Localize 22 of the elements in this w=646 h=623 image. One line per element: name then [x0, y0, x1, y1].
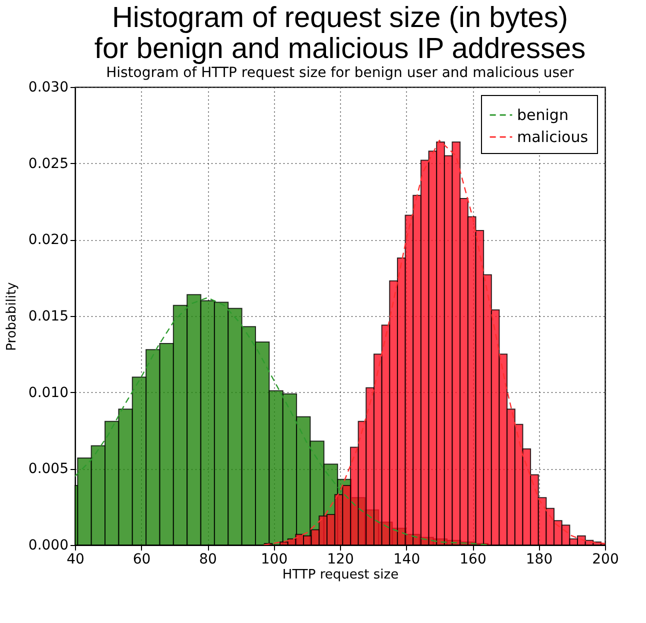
y-tick-label: 0.025 [28, 156, 68, 172]
chart-title: Histogram of request size (in bytes) for benign and malicious IP addresses [94, 2, 586, 65]
x-tick-label: 140 [393, 552, 420, 568]
chart-subtitle: Histogram of HTTP request size for benign user and malicious user [106, 65, 574, 81]
y-tick-label: 0.030 [28, 80, 68, 96]
y-tick-label: 0.020 [28, 232, 68, 248]
x-tick-label: 200 [592, 552, 619, 568]
y-tick-label: 0.010 [28, 384, 68, 401]
legend-label: malicious [517, 128, 588, 146]
x-tick-label: 120 [327, 552, 354, 568]
legend-label: benign [517, 106, 568, 124]
x-tick-label: 160 [460, 552, 486, 568]
y-axis-title: Probability [4, 282, 20, 351]
y-tick-label: 0.005 [28, 461, 68, 478]
y-tick-label: 0.015 [28, 308, 68, 324]
y-tick-label: 0.000 [28, 538, 68, 554]
x-tick-label: 60 [132, 552, 151, 568]
x-tick-label: 40 [66, 552, 84, 568]
x-tick-label: 100 [260, 552, 288, 568]
x-axis-title: HTTP request size [282, 568, 399, 582]
x-tick-label: 180 [526, 552, 553, 568]
x-tick-label: 80 [199, 552, 217, 568]
